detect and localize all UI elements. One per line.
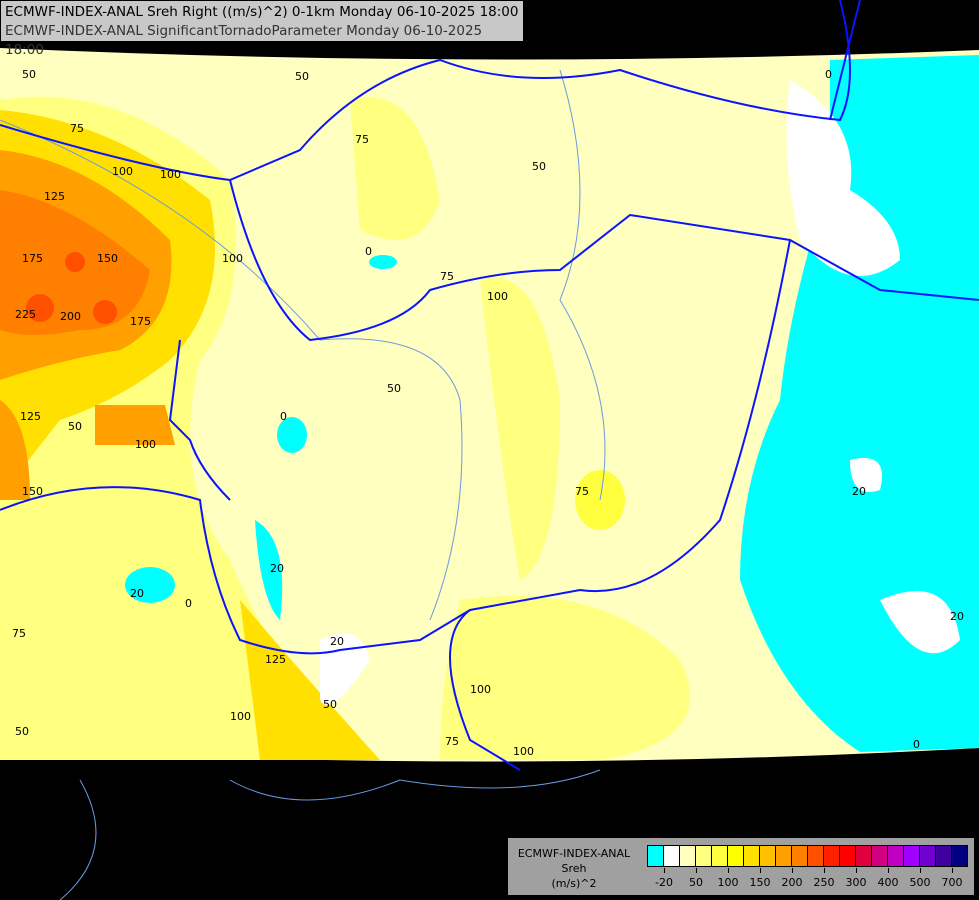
contour-label: 150 — [22, 485, 43, 498]
legend-tick-mark — [856, 868, 857, 873]
legend-tick-mark — [792, 868, 793, 873]
legend-swatch — [760, 846, 776, 866]
contour-label: 0 — [365, 245, 372, 258]
legend-swatch — [808, 846, 824, 866]
contour-label: 125 — [265, 653, 286, 666]
contour-label: 50 — [295, 70, 309, 83]
contour-label: 100 — [487, 290, 508, 303]
contour-label: 100 — [513, 745, 534, 758]
legend-tick-mark — [952, 868, 953, 873]
contour-label: 0 — [825, 68, 832, 81]
contour-label: 125 — [44, 190, 65, 203]
legend-swatch — [872, 846, 888, 866]
legend-tick-mark — [888, 868, 889, 873]
legend-swatch — [728, 846, 744, 866]
contour-label: 50 — [323, 698, 337, 711]
legend-tick-label: 150 — [749, 876, 771, 889]
contour-label: 100 — [135, 438, 156, 451]
contour-label: 200 — [60, 310, 81, 323]
contour-label: 0 — [280, 410, 287, 423]
legend-swatch — [664, 846, 680, 866]
legend-swatch — [712, 846, 728, 866]
contour-label: 50 — [22, 68, 36, 81]
contour-label: 75 — [355, 133, 369, 146]
legend-tick-label: 700 — [941, 876, 963, 889]
contour-label: 50 — [68, 420, 82, 433]
legend-unit: (m/s)^2 — [551, 877, 597, 890]
contour-label: 75 — [440, 270, 454, 283]
title-line-1: ECMWF-INDEX-ANAL Sreh Right ((m/s)^2) 0-… — [5, 4, 519, 20]
contour-label: 0 — [913, 738, 920, 751]
legend-tick-label: -20 — [655, 876, 673, 889]
legend-swatch — [648, 846, 664, 866]
legend-swatch — [824, 846, 840, 866]
legend-tick-label: 200 — [781, 876, 803, 889]
contour-label: 175 — [130, 315, 151, 328]
contour-label: 75 — [445, 735, 459, 748]
legend-label: ECMWF-INDEX-ANAL Sreh (m/s)^2 — [510, 846, 638, 891]
contour-label: 0 — [185, 597, 192, 610]
contour-label: 100 — [230, 710, 251, 723]
legend-swatch — [952, 846, 967, 866]
map-title: ECMWF-INDEX-ANAL Sreh Right ((m/s)^2) 0-… — [0, 0, 524, 58]
legend-tick-label: 100 — [717, 876, 739, 889]
data-domain — [0, 48, 979, 762]
legend-tick-mark — [728, 868, 729, 873]
legend-model: ECMWF-INDEX-ANAL — [517, 847, 631, 860]
contour-label: 225 — [15, 308, 36, 321]
contour-label: 100 — [222, 252, 243, 265]
legend-swatch — [744, 846, 760, 866]
rivers — [0, 69, 606, 900]
contour-label: 20 — [330, 635, 344, 648]
contour-label: 75 — [12, 627, 26, 640]
contour-label: 50 — [15, 725, 29, 738]
legend-swatch — [792, 846, 808, 866]
contour-label: 20 — [852, 485, 866, 498]
legend-colorbar — [647, 845, 968, 867]
legend-swatch — [680, 846, 696, 866]
contour-label: 20 — [950, 610, 964, 623]
contour-label: 75 — [70, 122, 84, 135]
color-legend: ECMWF-INDEX-ANAL Sreh (m/s)^2 -20 50 100 15… — [507, 837, 975, 896]
contour-label: 75 — [575, 485, 589, 498]
title-line-2: ECMWF-INDEX-ANAL SignificantTornadoParam… — [5, 23, 483, 58]
borders — [0, 0, 979, 771]
shading — [0, 55, 979, 760]
legend-swatch — [840, 846, 856, 866]
legend-swatch — [856, 846, 872, 866]
contour-label: 20 — [130, 587, 144, 600]
legend-swatch — [920, 846, 936, 866]
contour-label: 100 — [470, 683, 491, 696]
legend-ticks: -20 50 100 150 200 250 300 400 500 700 — [647, 868, 969, 892]
legend-tick-mark — [696, 868, 697, 873]
legend-swatch — [936, 846, 952, 866]
legend-swatch — [888, 846, 904, 866]
contour-label: 175 — [22, 252, 43, 265]
legend-swatch — [696, 846, 712, 866]
legend-tick-mark — [760, 868, 761, 873]
legend-tick-label: 500 — [909, 876, 931, 889]
legend-tick-label: 300 — [845, 876, 867, 889]
contour-label: 100 — [112, 165, 133, 178]
legend-tick-label: 400 — [877, 876, 899, 889]
contour-label: 20 — [270, 562, 284, 575]
legend-tick-mark — [664, 868, 665, 873]
legend-swatch — [776, 846, 792, 866]
legend-tick-mark — [920, 868, 921, 873]
contour-label: 50 — [532, 160, 546, 173]
contour-label: 50 — [387, 382, 401, 395]
contour-label: 100 — [160, 168, 181, 181]
legend-tick-mark — [824, 868, 825, 873]
contour-label: 125 — [20, 410, 41, 423]
legend-tick-label: 50 — [689, 876, 703, 889]
legend-tick-label: 250 — [813, 876, 835, 889]
contour-label: 150 — [97, 252, 118, 265]
legend-swatch — [904, 846, 920, 866]
legend-variable: Sreh — [561, 862, 587, 875]
